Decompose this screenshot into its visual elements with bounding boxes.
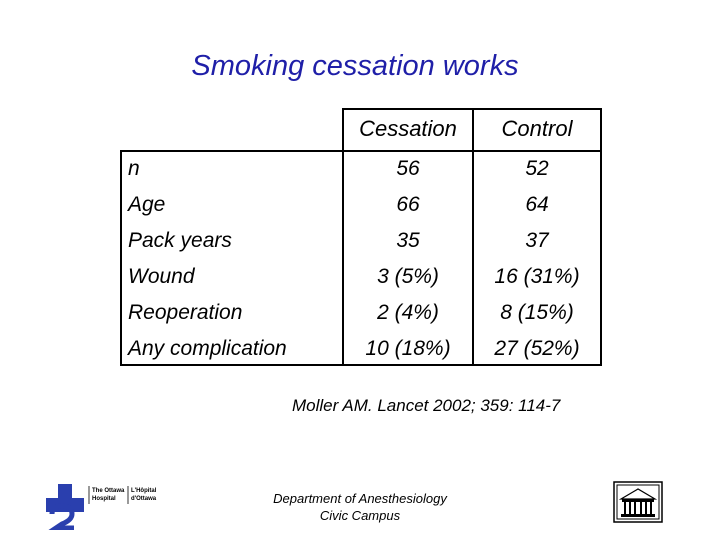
table-column-divider-1 bbox=[342, 108, 344, 366]
table-cell: 35 bbox=[396, 229, 420, 252]
table-cell: 52 bbox=[525, 157, 549, 180]
civic-campus-building-icon bbox=[613, 481, 663, 523]
column-header-control: Control bbox=[501, 116, 573, 141]
slide-title: Smoking cessation works bbox=[191, 50, 519, 82]
table-bottom-border bbox=[120, 364, 602, 366]
row-label: n bbox=[128, 157, 140, 180]
table-header-divider bbox=[120, 150, 602, 152]
footer-line-campus: Civic Campus bbox=[319, 508, 401, 523]
footer-department: Department of Anesthesiology Civic Campu… bbox=[250, 490, 470, 524]
table-column-divider-2 bbox=[472, 108, 474, 366]
citation: Moller AM. Lancet 2002; 359: 114-7 bbox=[292, 396, 561, 415]
table-cell: 10 (18%) bbox=[365, 337, 451, 360]
table-cell: 37 bbox=[525, 229, 549, 252]
row-label: Reoperation bbox=[128, 301, 243, 324]
ottawa-hospital-logo-icon: The Ottawa Hospital L'Hôpital d'Ottawa bbox=[46, 484, 176, 531]
table-cell: 2 (4%) bbox=[377, 301, 439, 324]
row-label: Age bbox=[128, 193, 166, 216]
column-header-cessation: Cessation bbox=[359, 116, 457, 141]
table-cell: 56 bbox=[396, 157, 420, 180]
table-cell: 66 bbox=[396, 193, 420, 216]
table-cell: 8 (15%) bbox=[500, 301, 574, 324]
table-cell: 27 (52%) bbox=[494, 337, 580, 360]
table-cell: 3 (5%) bbox=[377, 265, 439, 288]
hospital-logo-text-fr-1: L'Hôpital bbox=[131, 488, 157, 494]
hospital-logo-text-fr-2: d'Ottawa bbox=[131, 496, 157, 502]
table-cell: 16 (31%) bbox=[494, 265, 580, 288]
table-right-border bbox=[600, 108, 602, 366]
row-label: Pack years bbox=[128, 229, 232, 252]
hospital-logo-text-en-1: The Ottawa bbox=[92, 488, 125, 494]
hospital-logo-text-en-2: Hospital bbox=[92, 496, 116, 502]
row-label: Any complication bbox=[128, 337, 287, 360]
table-left-border bbox=[120, 150, 122, 366]
table-cell: 64 bbox=[525, 193, 549, 216]
footer-line-department: Department of Anesthesiology bbox=[273, 491, 447, 506]
row-label: Wound bbox=[128, 265, 195, 288]
